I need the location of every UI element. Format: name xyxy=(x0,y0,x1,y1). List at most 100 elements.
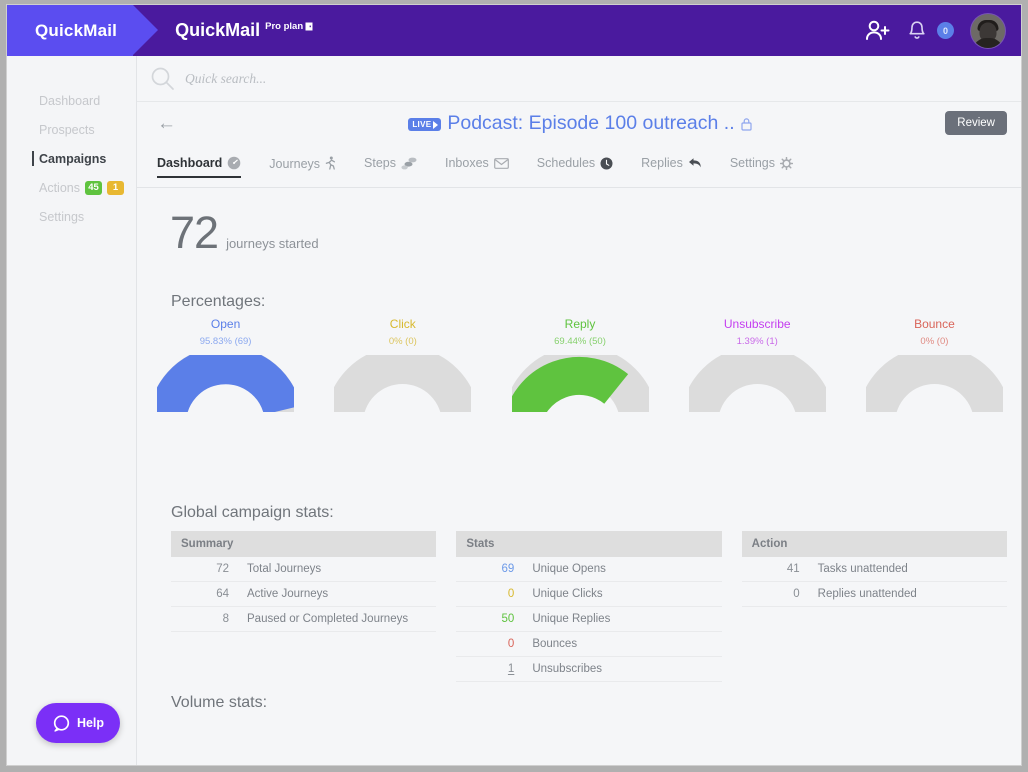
tab-label: Inboxes xyxy=(445,156,489,170)
table-row[interactable]: 1 Unsubscribes xyxy=(456,657,722,682)
search-icon[interactable] xyxy=(150,66,175,91)
live-badge: LIVE xyxy=(408,118,442,131)
help-button[interactable]: Help xyxy=(36,703,120,743)
row-value: 0 xyxy=(793,588,800,600)
plan-badge[interactable]: Pro plan xyxy=(265,21,313,32)
envelope-icon xyxy=(493,157,509,169)
campaign-tabs: Dashboard Journeys Steps Inboxes xyxy=(137,148,1021,188)
tab-label: Settings xyxy=(729,156,776,170)
top-bar: QuickMail QuickMail Pro plan 0 xyxy=(7,5,1021,56)
chat-bubble-icon xyxy=(53,714,70,732)
table-header: Summary xyxy=(171,531,437,557)
brand-label: QuickMail xyxy=(35,20,118,40)
tab-settings[interactable]: Settings xyxy=(729,152,794,176)
table-row[interactable]: 69 Unique Opens xyxy=(456,557,722,582)
table-row[interactable]: 0 Unique Clicks xyxy=(456,582,722,607)
row-label: Total Journeys xyxy=(247,563,322,575)
gauge-label: Reply xyxy=(564,317,596,331)
row-value: 69 xyxy=(501,563,515,575)
sidebar-item-label: Campaigns xyxy=(39,151,107,166)
row-value: 0 xyxy=(507,588,515,600)
gauge-arc xyxy=(688,355,826,412)
sidebar-item-dashboard[interactable]: Dashboard xyxy=(7,86,136,115)
campaign-title[interactable]: Podcast: Episode 100 outreach .. xyxy=(447,112,735,134)
row-label: Active Journeys xyxy=(247,588,329,600)
tab-label: Schedules xyxy=(536,156,596,170)
bell-icon[interactable] xyxy=(908,20,926,42)
dashboard-content: 72 journeys started Percentages: Open 95… xyxy=(137,189,1021,765)
tab-label: Dashboard xyxy=(157,156,223,170)
row-label: Bounces xyxy=(532,638,578,650)
gauge-arc xyxy=(511,355,649,412)
play-triangle-icon xyxy=(433,120,439,129)
sidebar-item-actions[interactable]: Actions 45 1 xyxy=(7,173,136,202)
top-bar-actions: 0 xyxy=(865,13,1021,48)
table-row[interactable]: 0 Bounces xyxy=(456,632,722,657)
search-bar xyxy=(137,56,1021,102)
table-row[interactable]: 41 Tasks unattended xyxy=(741,557,1007,582)
back-button[interactable]: ← xyxy=(157,113,176,134)
tab-dashboard[interactable]: Dashboard xyxy=(157,152,242,178)
avatar-face xyxy=(979,22,997,42)
page-title: LIVE Podcast: Episode 100 outreach .. xyxy=(137,112,1021,135)
sidebar: Dashboard Prospects Campaigns Actions 45… xyxy=(7,56,137,765)
sidebar-item-campaigns[interactable]: Campaigns xyxy=(7,144,136,173)
avatar-body xyxy=(973,37,1003,48)
row-value[interactable]: 1 xyxy=(507,663,515,675)
clock-icon xyxy=(600,157,613,169)
row-label: Paused or Completed Journeys xyxy=(247,613,409,625)
sidebar-item-label: Dashboard xyxy=(39,93,101,108)
row-value: 50 xyxy=(501,613,515,625)
gauge-arc xyxy=(865,355,1003,412)
gauge-click: Click 0% (0) xyxy=(314,317,491,417)
summary-table: Summary 72 Total Journeys 64 Active Jour… xyxy=(171,531,437,671)
row-label: Unique Opens xyxy=(532,563,606,575)
gauge-bounce: Bounce 0% (0) xyxy=(846,317,1021,417)
row-value: 0 xyxy=(507,638,515,650)
account-label: QuickMail xyxy=(175,20,261,40)
percentage-gauges: Open 95.83% (69) Click 0% (0) xyxy=(137,317,1021,417)
table-header: Action xyxy=(741,531,1007,557)
gauge-value: 1.39% (1) xyxy=(736,336,778,347)
title-bar: ← LIVE Podcast: Episode 100 outreach .. … xyxy=(137,102,1021,148)
tab-replies[interactable]: Replies xyxy=(641,152,702,176)
review-button[interactable]: Review xyxy=(945,111,1007,135)
gear-icon xyxy=(780,156,794,170)
row-value: 72 xyxy=(216,563,229,575)
gauge-open: Open 95.83% (69) xyxy=(137,317,314,417)
global-stats-tables: Summary 72 Total Journeys 64 Active Jour… xyxy=(171,531,1007,682)
table-header: Stats xyxy=(456,531,722,557)
row-label: Unsubscribes xyxy=(532,663,602,675)
sidebar-item-settings[interactable]: Settings xyxy=(7,202,136,231)
help-label: Help xyxy=(76,716,105,730)
tab-label: Journeys xyxy=(269,156,321,171)
gauge-icon xyxy=(227,156,241,170)
add-user-icon[interactable] xyxy=(865,19,891,43)
brand-logo[interactable]: QuickMail xyxy=(7,5,159,56)
global-stats-title: Global campaign stats: xyxy=(171,504,334,521)
tab-steps[interactable]: Steps xyxy=(364,152,417,176)
gauge-value: 69.44% (50) xyxy=(554,336,606,347)
search-input[interactable] xyxy=(185,70,485,87)
steps-icon xyxy=(401,157,417,170)
tab-schedules[interactable]: Schedules xyxy=(537,152,613,176)
table-row[interactable]: 0 Replies unattended xyxy=(741,582,1007,607)
table-row[interactable]: 8 Paused or Completed Journeys xyxy=(171,607,437,632)
tab-journeys[interactable]: Journeys xyxy=(269,152,336,177)
account-name[interactable]: QuickMail Pro plan xyxy=(175,20,313,41)
sidebar-item-prospects[interactable]: Prospects xyxy=(7,115,136,144)
gauge-value: 0% (0) xyxy=(920,336,949,347)
table-row[interactable]: 64 Active Journeys xyxy=(171,582,437,607)
plan-label: Pro plan xyxy=(265,21,304,32)
gauge-arc xyxy=(157,355,295,412)
table-row[interactable]: 50 Unique Replies xyxy=(456,607,722,632)
gauge-unsubscribe: Unsubscribe 1.39% (1) xyxy=(669,317,846,417)
journeys-started-value: 72 xyxy=(170,207,219,258)
actions-badge-tasks[interactable]: 45 xyxy=(85,180,102,195)
table-row[interactable]: 72 Total Journeys xyxy=(171,557,437,582)
notification-badge[interactable]: 0 xyxy=(937,22,954,39)
journeys-started: 72 journeys started xyxy=(170,207,319,259)
actions-badge-replies[interactable]: 1 xyxy=(107,180,124,195)
avatar[interactable] xyxy=(971,13,1005,48)
tab-inboxes[interactable]: Inboxes xyxy=(445,152,509,176)
